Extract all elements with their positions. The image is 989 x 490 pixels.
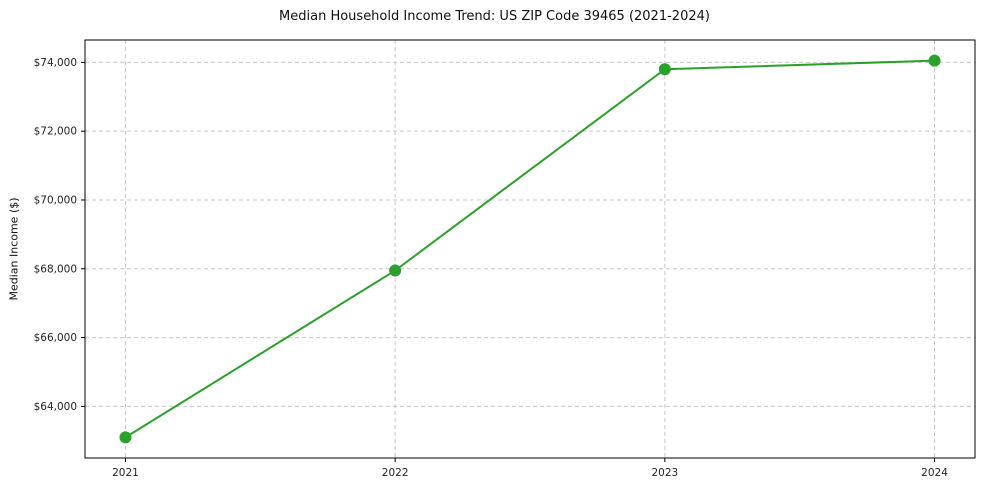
y-tick-label: $72,000	[34, 126, 77, 138]
plot-border	[84, 39, 976, 459]
x-tick-label: 2021	[112, 467, 139, 479]
data-point-marker	[389, 264, 402, 277]
data-point-marker	[658, 63, 671, 76]
y-tick-label: $64,000	[34, 401, 77, 413]
y-tick-label: $70,000	[34, 194, 77, 206]
data-point-marker	[119, 431, 132, 444]
income-trend-line	[124, 59, 936, 439]
x-tick-label: 2022	[382, 467, 409, 479]
y-tick-label: $68,000	[34, 263, 77, 275]
x-tick-label: 2023	[651, 467, 678, 479]
chart-title: Median Household Income Trend: US ZIP Co…	[279, 9, 710, 24]
y-tick-label: $74,000	[34, 57, 77, 69]
x-tick-label: 2024	[921, 467, 948, 479]
y-tick-label: $66,000	[34, 332, 77, 344]
data-point-marker	[928, 54, 941, 67]
